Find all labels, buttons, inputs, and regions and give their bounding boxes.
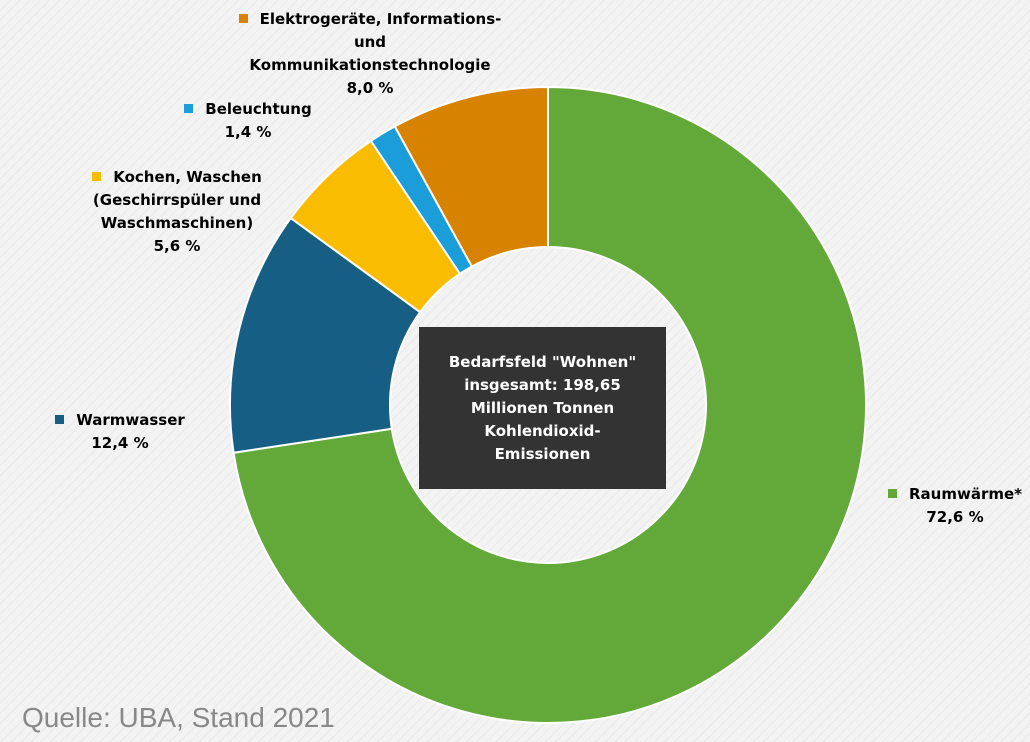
label-elektro-line-2: und (353, 33, 387, 51)
label-warmwasser-name: Warmwasser (76, 411, 185, 429)
swatch-elektrogeraete (238, 14, 248, 23)
label-kochen-value: 5,6 % (153, 237, 201, 255)
swatch-kochen-waschen (92, 172, 102, 181)
swatch-beleuchtung (184, 104, 194, 113)
label-kochen-waschen: Kochen, Waschen (Geschirrspüler und Wasc… (62, 166, 292, 258)
slice-warmwasser (229, 216, 422, 454)
label-raumwaerme-value: 72,6 % (926, 508, 984, 526)
label-raumwaerme-name: Raumwärme* (908, 485, 1022, 503)
label-raumwaerme: Raumwärme* 72,6 % (880, 483, 1030, 529)
label-elektrogeraete: Elektrogeräte, Informations- und Kommuni… (215, 8, 525, 100)
label-kochen-line-1: Kochen, Waschen (113, 168, 262, 186)
source-note: Quelle: UBA, Stand 2021 (22, 702, 335, 733)
label-elektro-line-1: Elektrogeräte, Informations- (259, 10, 502, 28)
swatch-raumwaerme (887, 489, 897, 498)
label-warmwasser-value: 12,4 % (91, 434, 149, 452)
label-beleuchtung-name: Beleuchtung (205, 100, 312, 118)
label-warmwasser: Warmwasser 12,4 % (30, 409, 210, 455)
center-info-text: Bedarfsfeld "Wohnen" insgesamt: 198,65 M… (448, 352, 637, 463)
label-elektro-value: 8,0 % (346, 79, 394, 97)
slice-raumwaerme (232, 85, 867, 724)
swatch-warmwasser (55, 415, 65, 424)
slice-elektrogeraete (393, 85, 549, 268)
label-kochen-line-3: Waschmaschinen) (100, 214, 254, 232)
center-info-box: Bedarfsfeld "Wohnen" insgesamt: 198,65 M… (419, 327, 666, 489)
label-elektro-line-3: Kommunikationstechnologie (249, 56, 491, 74)
label-beleuchtung-value: 1,4 % (224, 123, 272, 141)
label-beleuchtung: Beleuchtung 1,4 % (158, 98, 338, 144)
label-kochen-line-2: (Geschirrspüler und (92, 191, 262, 209)
